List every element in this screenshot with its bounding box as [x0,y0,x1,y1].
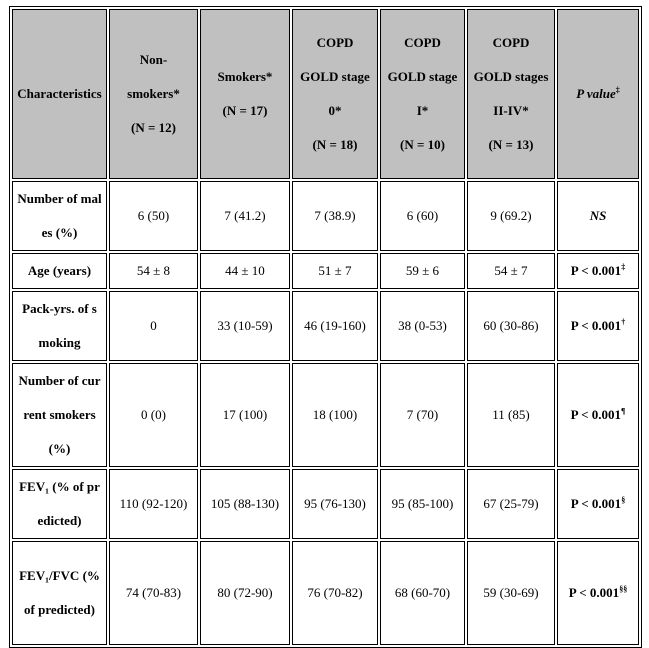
p-value-cell: P < 0.001† [557,291,639,361]
row-label-text: Number of current smokers (%) [18,373,101,456]
header-cell: Characteristics [12,9,107,179]
p-footnote: † [621,317,626,327]
p-value: P < 0.001 [570,407,622,422]
value-cell: 110 (92-120) [109,469,198,539]
value-cell: 44 ± 10 [200,253,290,289]
p-value-cell: P < 0.001§§ [557,541,639,645]
p-value-cell: P < 0.001¶ [557,363,639,467]
header-n: (N = 13) [488,137,534,152]
value-cell: 18 (100) [292,363,378,467]
p-value-cell: P < 0.001‡ [557,253,639,289]
p-footnote: §§ [619,584,628,594]
row-label-text: Number of males (%) [17,191,102,240]
p-value: P < 0.001 [568,585,620,600]
value-cell: 33 (10-59) [200,291,290,361]
p-footnote: ¶ [621,406,626,416]
header-n: (N = 12) [131,120,176,135]
p-value-cell: P < 0.001§ [557,469,639,539]
header-name: Characteristics [17,86,102,101]
value-cell: 95 (76-130) [292,469,378,539]
value-cell: 0 (0) [109,363,198,467]
value-cell: 54 ± 8 [109,253,198,289]
value-cell: 67 (25-79) [467,469,555,539]
header-cell: Non-smokers* (N = 12) [109,9,198,179]
p-value: P < 0.001 [570,496,622,511]
value-cell: 17 (100) [200,363,290,467]
value-cell: 80 (72-90) [200,541,290,645]
header-n: (N = 17) [222,103,268,118]
value-cell: 7 (38.9) [292,181,378,251]
row-label-text: Pack-yrs. of smoking [22,301,97,350]
value-cell: 38 (0-53) [380,291,465,361]
value-cell: 51 ± 7 [292,253,378,289]
table-row: Number of current smokers (%) 0 (0) 17 (10… [12,363,639,467]
table-row: Age (years) 54 ± 8 44 ± 10 51 ± 7 59 ± 6 54 ±… [12,253,639,289]
value-cell: 11 (85) [467,363,555,467]
row-label: Number of males (%) [12,181,107,251]
row-label: Pack-yrs. of smoking [12,291,107,361]
header-cell: COPD GOLD stage I* (N = 10) [380,9,465,179]
table-row: FEV₁/FVC (% of predicted) 74 (70-83) 80 (7… [12,541,639,645]
value-cell: 46 (19-160) [292,291,378,361]
value-cell: 68 (60-70) [380,541,465,645]
value-cell: 74 (70-83) [109,541,198,645]
p-value: P < 0.001 [570,263,622,278]
p-footnote: § [621,495,626,505]
value-cell: 59 (30-69) [467,541,555,645]
value-cell: 54 ± 7 [467,253,555,289]
header-name: Smokers* [217,69,273,84]
value-cell: 76 (70-82) [292,541,378,645]
value-cell: 9 (69.2) [467,181,555,251]
p-value: P < 0.001 [570,318,622,333]
header-name: COPD GOLD stages II-IV* [473,35,549,118]
row-label-text: FEV₁ (% of predicted) [19,479,100,528]
header-cell: COPD GOLD stages II-IV* (N = 13) [467,9,555,179]
table-row: Pack-yrs. of smoking 0 33 (10-59) 46 (19-16… [12,291,639,361]
row-label: FEV₁ (% of predicted) [12,469,107,539]
header-name: COPD GOLD stage I* [387,35,458,118]
p-footnote: ‡ [621,262,626,272]
value-cell: 95 (85-100) [380,469,465,539]
value-cell: 60 (30-86) [467,291,555,361]
p-value-cell: NS [557,181,639,251]
row-label: Number of current smokers (%) [12,363,107,467]
row-label: FEV₁/FVC (% of predicted) [12,541,107,645]
value-cell: 6 (60) [380,181,465,251]
header-name: COPD GOLD stage 0* [300,35,370,118]
value-cell: 6 (50) [109,181,198,251]
header-footnote: ‡ [615,85,620,95]
header-row: Characteristics Non-smokers* (N = 12) Smoke… [12,9,639,179]
data-table: Characteristics Non-smokers* (N = 12) Smoke… [9,6,642,648]
table-row: FEV₁ (% of predicted) 110 (92-120) 105 (88… [12,469,639,539]
value-cell: 59 ± 6 [380,253,465,289]
value-cell: 7 (70) [380,363,465,467]
row-label: Age (years) [12,253,107,289]
value-cell: 7 (41.2) [200,181,290,251]
value-cell: 105 (88-130) [200,469,290,539]
header-cell: COPD GOLD stage 0* (N = 18) [292,9,378,179]
value-cell: 0 [109,291,198,361]
table-row: Number of males (%) 6 (50) 7 (41.2) 7 (38.9… [12,181,639,251]
p-value: NS [589,208,607,223]
header-n: (N = 18) [312,137,358,152]
header-n: (N = 10) [400,137,445,152]
header-cell: P value‡ [557,9,639,179]
header-name: Non-smokers* [127,52,180,101]
header-cell: Smokers* (N = 17) [200,9,290,179]
header-name: P value [576,86,616,101]
row-label-text: Age (years) [27,263,92,278]
row-label-text: FEV₁/FVC (% of predicted) [19,568,100,617]
